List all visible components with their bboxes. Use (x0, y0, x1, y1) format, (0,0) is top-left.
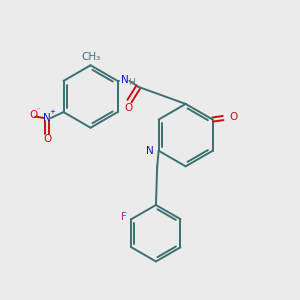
Text: F: F (121, 212, 127, 222)
Text: +: + (50, 109, 56, 115)
Text: O: O (125, 103, 133, 112)
Text: O: O (43, 134, 51, 144)
Text: CH₃: CH₃ (81, 52, 100, 62)
Text: ⁻: ⁻ (37, 107, 41, 113)
Text: O: O (29, 110, 37, 120)
Text: H: H (128, 78, 134, 87)
Text: N: N (121, 75, 129, 85)
Text: N: N (43, 113, 51, 123)
Text: O: O (229, 112, 237, 122)
Text: N: N (146, 146, 154, 156)
